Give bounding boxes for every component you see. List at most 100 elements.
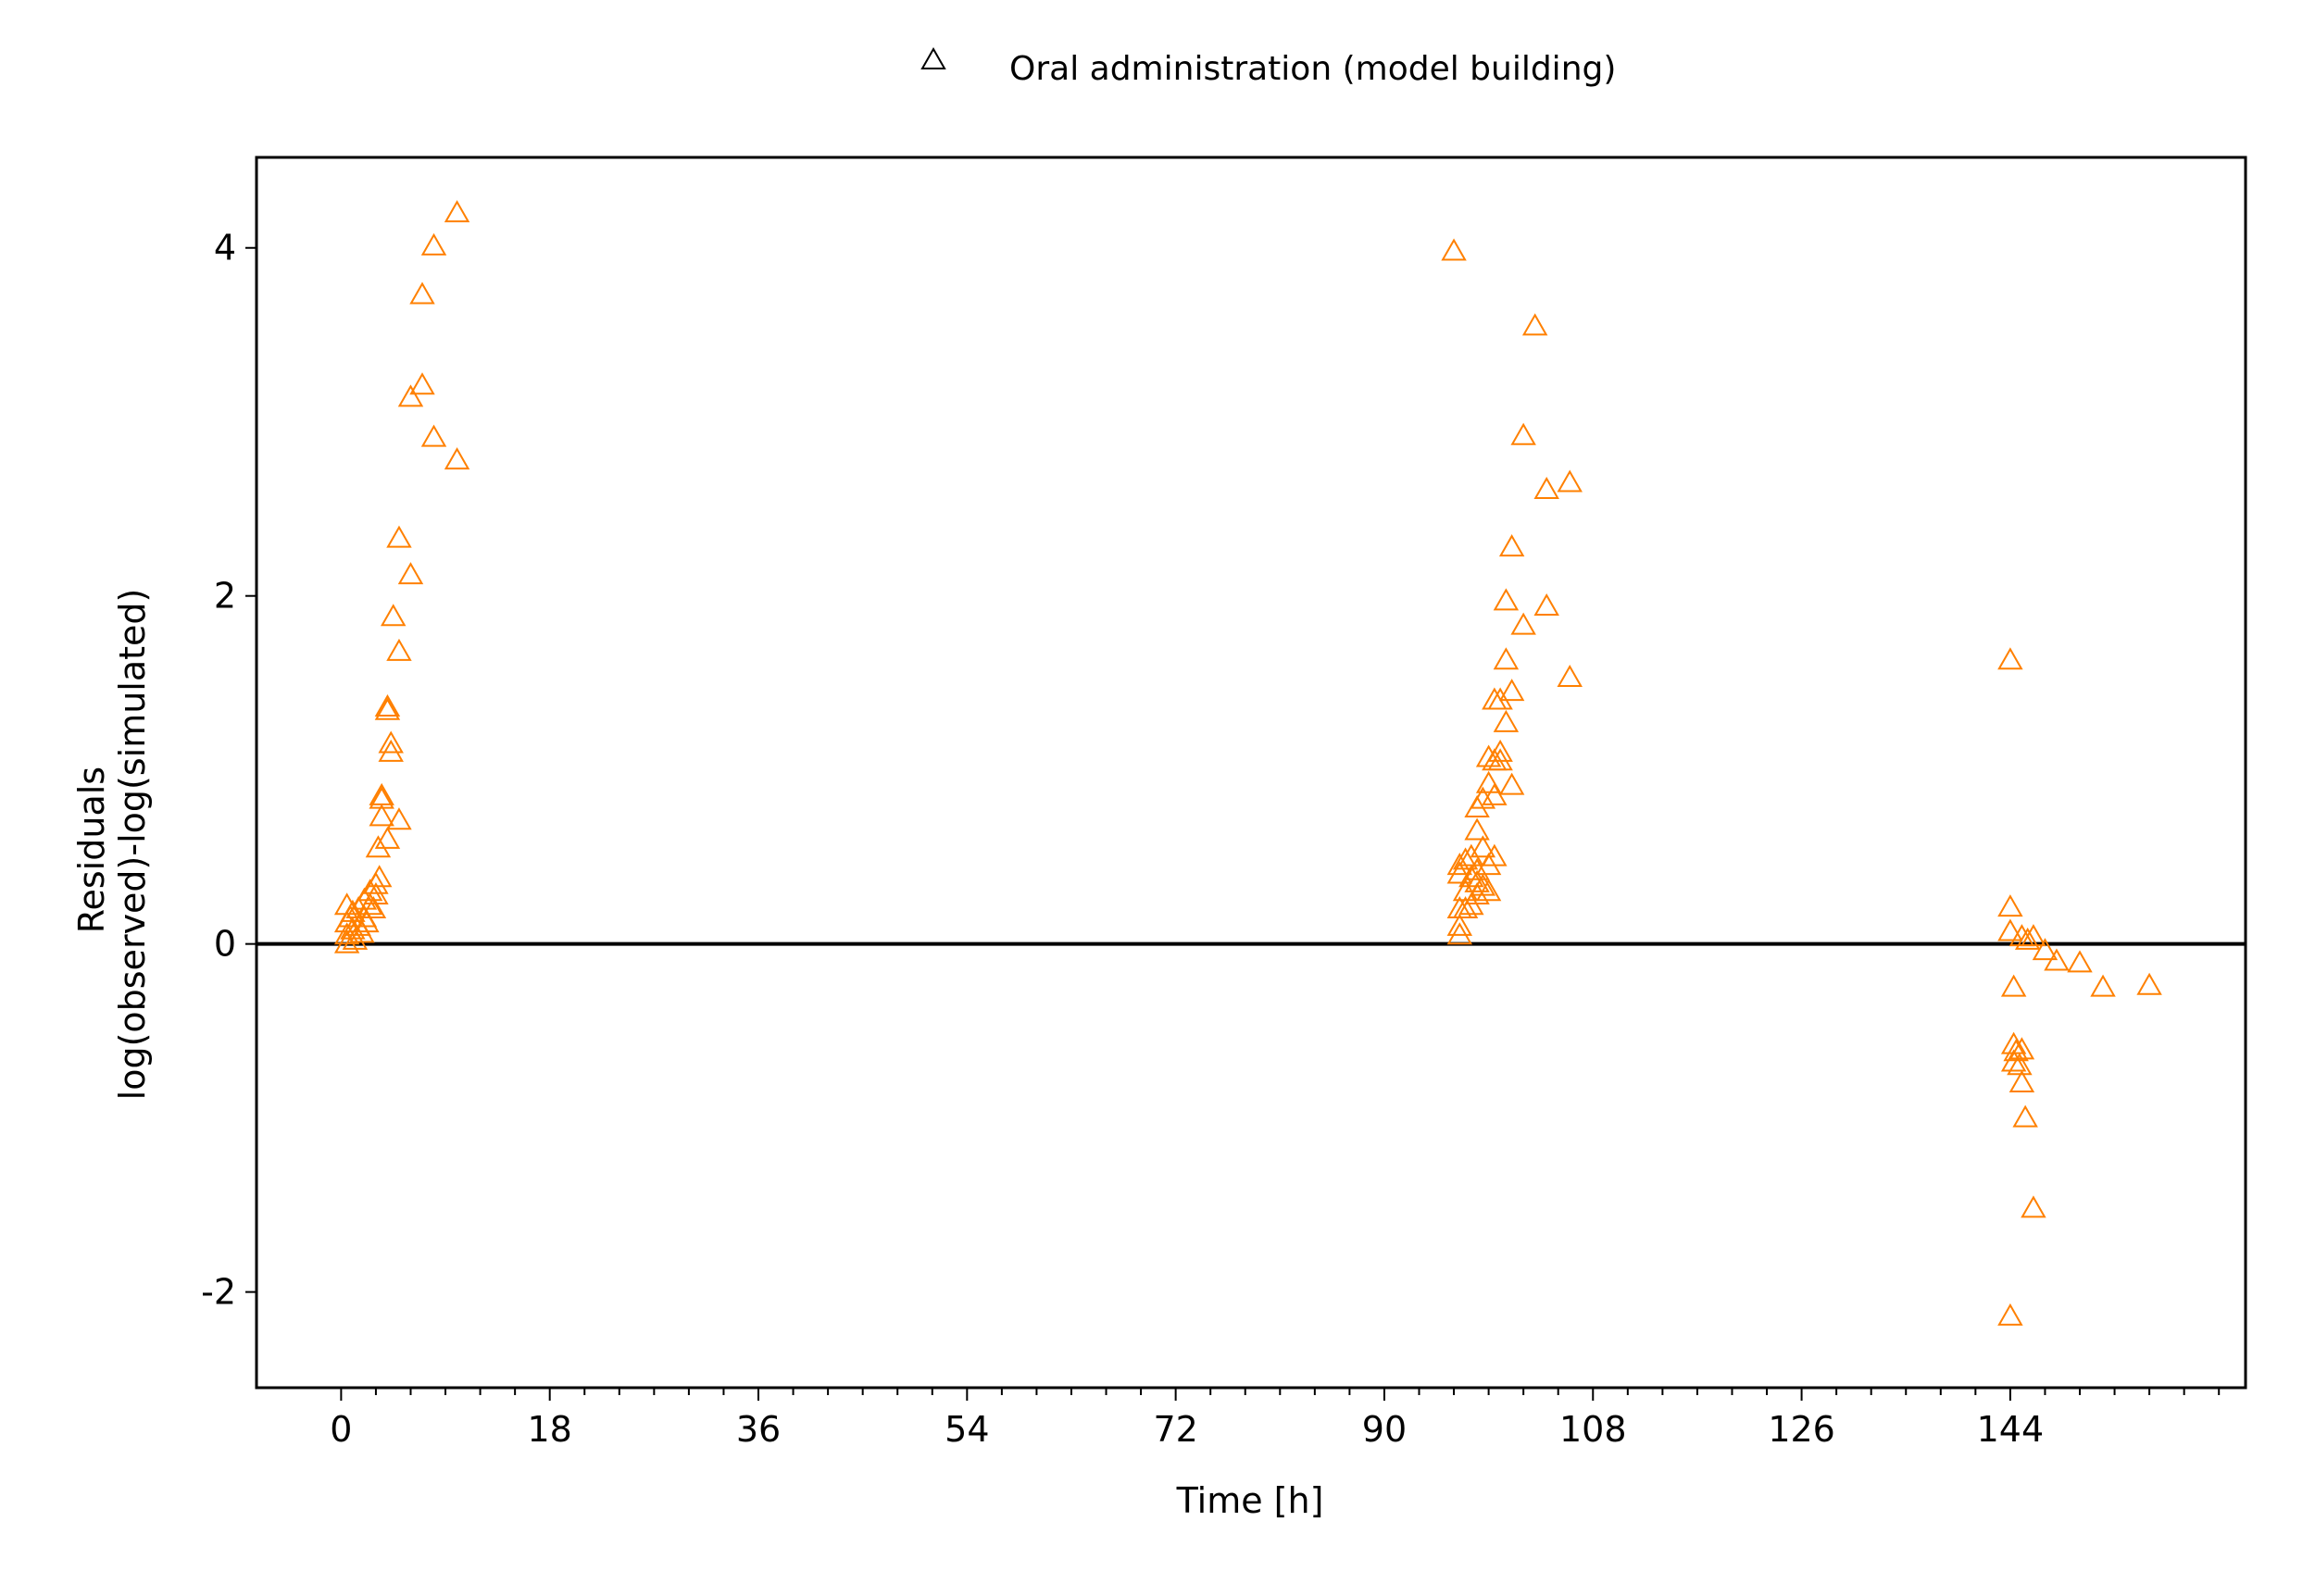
data-point [1464, 817, 1490, 841]
data-point [1557, 469, 1583, 493]
data-point [397, 384, 424, 407]
data-point [380, 604, 407, 627]
data-point [1521, 313, 1548, 336]
data-point [374, 826, 401, 849]
data-point [2032, 938, 2058, 961]
data-point [1533, 477, 1559, 500]
data-point [420, 424, 447, 447]
data-point [1446, 913, 1473, 936]
x-axis-ticks: 0 18 36 54 72 90 108 126 144 [330, 1388, 2221, 1450]
data-point [420, 232, 447, 256]
data-point [1464, 857, 1490, 880]
y-tick-label: -2 [201, 1272, 236, 1313]
data-point [444, 200, 470, 223]
legend: Oral administration (model building) [920, 46, 1616, 88]
data-point [2008, 1037, 2035, 1060]
data-point [386, 525, 412, 548]
y-tick-label: 0 [214, 924, 236, 965]
data-point [1452, 896, 1479, 919]
data-point [1498, 534, 1525, 557]
data-point [366, 865, 393, 888]
data-point [1475, 770, 1502, 793]
data-point [1493, 588, 1520, 611]
data-point [1557, 665, 1583, 688]
data-point [340, 899, 366, 922]
x-tick-label: 18 [528, 1409, 572, 1450]
legend-label: Oral administration (model building) [1009, 50, 1616, 88]
legend-marker-triangle [920, 46, 946, 69]
data-point [1446, 853, 1473, 876]
data-point [1475, 879, 1502, 902]
data-point [1493, 709, 1520, 732]
data-point [2007, 1053, 2033, 1076]
data-point [1510, 422, 1536, 445]
data-point [1510, 612, 1536, 635]
y-axis-title-line1: Residuals [71, 767, 112, 933]
data-point [1470, 873, 1496, 896]
x-tick-label: 126 [1768, 1409, 1835, 1450]
data-point [1446, 922, 1473, 945]
data-point [374, 697, 401, 720]
x-tick-label: 72 [1153, 1409, 1197, 1450]
data-point [2044, 948, 2070, 971]
y-tick-label: 4 [214, 228, 236, 268]
data-point [1441, 238, 1467, 261]
data-point [360, 896, 387, 919]
data-point [1487, 687, 1513, 710]
data-point [1452, 847, 1479, 870]
data-point [1452, 879, 1479, 902]
data-point [386, 638, 412, 661]
data-point [354, 910, 380, 933]
plot-area-frame [255, 156, 2247, 1390]
data-point [2008, 1070, 2035, 1093]
data-point [365, 835, 392, 858]
data-point [2090, 974, 2116, 997]
data-point [444, 447, 470, 470]
data-point [1458, 865, 1484, 888]
data-point [2136, 972, 2162, 995]
data-point [1487, 739, 1513, 762]
data-point [1997, 918, 2023, 941]
data-point [2021, 1195, 2046, 1218]
data-point [342, 927, 369, 950]
y-axis-title: Residuals log(observed)-log(simulated) [71, 589, 153, 1101]
data-point [369, 804, 394, 827]
data-points [333, 200, 2162, 1326]
data-point [409, 281, 435, 305]
data-point [1498, 772, 1525, 795]
data-point [2067, 950, 2093, 973]
y-tick-label: 2 [214, 576, 236, 617]
data-point [1458, 843, 1484, 867]
data-point [1482, 843, 1508, 867]
data-point [1997, 1303, 2023, 1326]
data-point [1997, 647, 2023, 670]
x-tick-label: 54 [945, 1409, 989, 1450]
x-tick-label: 0 [330, 1409, 352, 1450]
data-point [1470, 786, 1496, 809]
data-point [378, 739, 404, 762]
x-tick-label: 108 [1559, 1409, 1627, 1450]
data-point [1470, 835, 1496, 858]
y-axis-ticks: -2 0 2 4 [201, 228, 257, 1313]
data-point [1533, 592, 1559, 616]
data-point [2021, 924, 2046, 947]
data-point [2000, 974, 2027, 997]
y-axis-title-line2: log(observed)-log(simulated) [112, 589, 153, 1101]
data-point [397, 562, 424, 585]
x-axis-title: Time [h] [1176, 1480, 1324, 1521]
data-point [386, 807, 412, 830]
data-point [1997, 894, 2023, 917]
data-point [1464, 869, 1490, 892]
data-point [374, 693, 401, 717]
data-point [409, 372, 435, 395]
x-tick-label: 90 [1362, 1409, 1407, 1450]
data-point [2014, 927, 2041, 950]
data-point [378, 730, 404, 754]
data-point [369, 786, 394, 809]
data-point [357, 879, 383, 902]
data-point [2012, 1104, 2038, 1128]
data-point [1446, 861, 1473, 884]
data-point [1487, 748, 1513, 771]
x-tick-label: 144 [1977, 1409, 2045, 1450]
